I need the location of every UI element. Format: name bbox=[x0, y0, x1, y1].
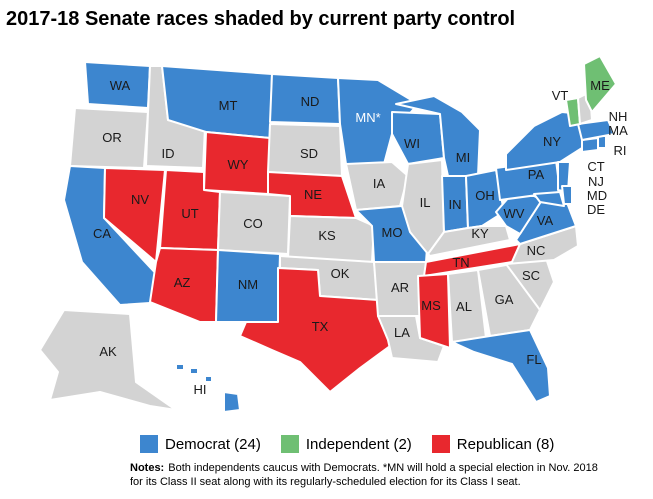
label-SD: SD bbox=[300, 146, 318, 161]
label-NC: NC bbox=[527, 243, 546, 258]
label-LA: LA bbox=[394, 325, 410, 340]
label-MI: MI bbox=[456, 150, 470, 165]
legend-label-independent: Independent (2) bbox=[305, 435, 412, 453]
us-senate-map: WA OR CA NV ID MT WY UT AZ CO NM ND SD N… bbox=[39, 55, 628, 413]
label-NM: NM bbox=[238, 277, 258, 292]
label-WY: WY bbox=[228, 157, 249, 172]
label-CO: CO bbox=[243, 216, 263, 231]
swatch-republican bbox=[431, 435, 450, 453]
label-MO: MO bbox=[382, 225, 403, 240]
label-MS: MS bbox=[421, 298, 441, 313]
state-OH bbox=[465, 169, 505, 229]
label-SC: SC bbox=[522, 268, 540, 283]
swatch-democrat bbox=[140, 435, 158, 453]
state-MD bbox=[533, 191, 565, 207]
legend-label-republican: Republican (8) bbox=[456, 435, 555, 453]
state-KY bbox=[427, 225, 511, 257]
label-MD: MD bbox=[587, 188, 607, 203]
state-MA bbox=[577, 119, 615, 141]
notes: Notes: Both independents caucus with Demo… bbox=[130, 461, 645, 489]
label-FL: FL bbox=[526, 352, 541, 367]
label-VA: VA bbox=[537, 213, 554, 228]
label-IL: IL bbox=[420, 195, 431, 210]
label-AL: AL bbox=[456, 299, 472, 314]
label-CA: CA bbox=[93, 226, 111, 241]
map-title: 2017-18 Senate races shaded by current p… bbox=[6, 8, 516, 30]
state-AK bbox=[39, 309, 177, 411]
label-OR: OR bbox=[102, 130, 122, 145]
label-IN: IN bbox=[449, 197, 462, 212]
label-ND: ND bbox=[301, 94, 320, 109]
legend-item-independent: Independent (2) bbox=[280, 435, 412, 453]
notes-label: Notes: bbox=[130, 462, 165, 474]
legend-label-democrat: Democrat (24) bbox=[165, 435, 261, 453]
legend-item-republican: Republican (8) bbox=[431, 435, 555, 453]
legend: Democrat (24) Independent (2) Republican… bbox=[140, 432, 620, 456]
label-TN: TN bbox=[452, 255, 469, 270]
label-KY: KY bbox=[471, 226, 489, 241]
state-FL bbox=[451, 329, 551, 403]
label-WV: WV bbox=[504, 206, 525, 221]
label-UT: UT bbox=[181, 206, 198, 221]
label-NY: NY bbox=[543, 134, 561, 149]
label-AZ: AZ bbox=[174, 275, 191, 290]
state-TX bbox=[239, 267, 391, 393]
label-NV: NV bbox=[131, 192, 149, 207]
label-AR: AR bbox=[391, 280, 409, 295]
notes-line-1: Notes: Both independents caucus with Demo… bbox=[130, 461, 645, 475]
label-WI: WI bbox=[404, 136, 420, 151]
label-RI: RI bbox=[614, 143, 627, 158]
state-RI bbox=[597, 135, 607, 149]
label-WA: WA bbox=[110, 78, 131, 93]
label-KS: KS bbox=[318, 228, 336, 243]
state-DE bbox=[561, 185, 573, 205]
label-MT: MT bbox=[219, 98, 238, 113]
label-DE: DE bbox=[587, 202, 605, 217]
state-HI bbox=[175, 363, 241, 413]
label-NE: NE bbox=[304, 187, 322, 202]
notes-text-1: Both independents caucus with Democrats.… bbox=[168, 462, 598, 474]
label-VT: VT bbox=[552, 88, 569, 103]
state-MS bbox=[417, 273, 451, 349]
state-LA bbox=[377, 315, 445, 363]
notes-line-2: for its Class II seat along with its reg… bbox=[130, 476, 521, 488]
label-NJ: NJ bbox=[588, 174, 604, 189]
label-GA: GA bbox=[495, 292, 514, 307]
label-OH: OH bbox=[475, 188, 495, 203]
label-MA: MA bbox=[608, 123, 628, 138]
label-CT: CT bbox=[587, 159, 604, 174]
label-HI: HI bbox=[194, 382, 207, 397]
label-IA: IA bbox=[373, 176, 386, 191]
label-MN: MN* bbox=[355, 110, 380, 125]
label-AK: AK bbox=[99, 344, 117, 359]
label-ID: ID bbox=[162, 146, 175, 161]
label-NH: NH bbox=[609, 109, 628, 124]
state-OR bbox=[69, 107, 149, 169]
label-ME: ME bbox=[590, 78, 610, 93]
swatch-independent bbox=[280, 435, 299, 453]
state-MN bbox=[337, 77, 419, 165]
label-OK: OK bbox=[331, 266, 350, 281]
label-PA: PA bbox=[528, 167, 545, 182]
label-TX: TX bbox=[312, 319, 329, 334]
state-ME bbox=[583, 55, 617, 113]
legend-item-democrat: Democrat (24) bbox=[140, 435, 261, 453]
